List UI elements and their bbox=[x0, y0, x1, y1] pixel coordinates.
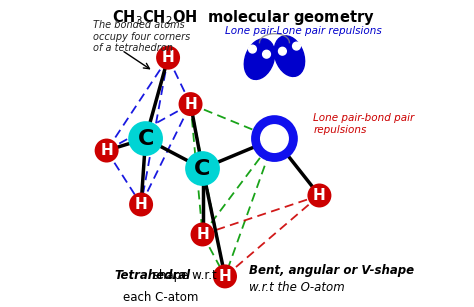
Text: C: C bbox=[137, 129, 154, 149]
Text: w.r.t the O-atom: w.r.t the O-atom bbox=[249, 281, 345, 294]
Text: H: H bbox=[196, 227, 209, 242]
Text: CH$_3$CH$_2$OH  molecular geometry: CH$_3$CH$_2$OH molecular geometry bbox=[112, 8, 374, 27]
Circle shape bbox=[279, 47, 286, 55]
Circle shape bbox=[213, 264, 237, 288]
Ellipse shape bbox=[274, 36, 305, 76]
Text: H: H bbox=[184, 97, 197, 111]
Text: H: H bbox=[313, 188, 326, 203]
Text: Lone pair-bond pair
repulsions: Lone pair-bond pair repulsions bbox=[313, 113, 415, 135]
Text: each C-atom: each C-atom bbox=[123, 291, 199, 305]
Text: C: C bbox=[194, 158, 211, 179]
Text: H: H bbox=[100, 143, 113, 158]
Circle shape bbox=[251, 115, 298, 162]
Circle shape bbox=[248, 45, 256, 53]
Circle shape bbox=[179, 92, 202, 116]
Circle shape bbox=[308, 184, 331, 208]
Circle shape bbox=[185, 151, 220, 186]
Text: O: O bbox=[265, 129, 284, 149]
Text: shape w.r.t: shape w.r.t bbox=[148, 269, 216, 282]
Text: H: H bbox=[162, 50, 174, 65]
Circle shape bbox=[260, 124, 289, 153]
Circle shape bbox=[95, 138, 118, 162]
Text: Lone pair-Lone pair repulsions: Lone pair-Lone pair repulsions bbox=[225, 26, 381, 36]
Text: H: H bbox=[135, 197, 147, 212]
Text: The bonded atoms
occupy four corners
of a tetrahedron: The bonded atoms occupy four corners of … bbox=[93, 20, 191, 53]
Circle shape bbox=[263, 50, 270, 58]
Circle shape bbox=[191, 223, 215, 247]
Ellipse shape bbox=[244, 39, 274, 80]
Circle shape bbox=[156, 46, 180, 70]
Circle shape bbox=[292, 42, 301, 50]
Text: H: H bbox=[219, 269, 231, 284]
Circle shape bbox=[129, 192, 153, 216]
Text: Bent, angular or V-shape: Bent, angular or V-shape bbox=[249, 264, 414, 278]
Text: Tetrahedral: Tetrahedral bbox=[114, 269, 190, 282]
Circle shape bbox=[128, 121, 163, 156]
